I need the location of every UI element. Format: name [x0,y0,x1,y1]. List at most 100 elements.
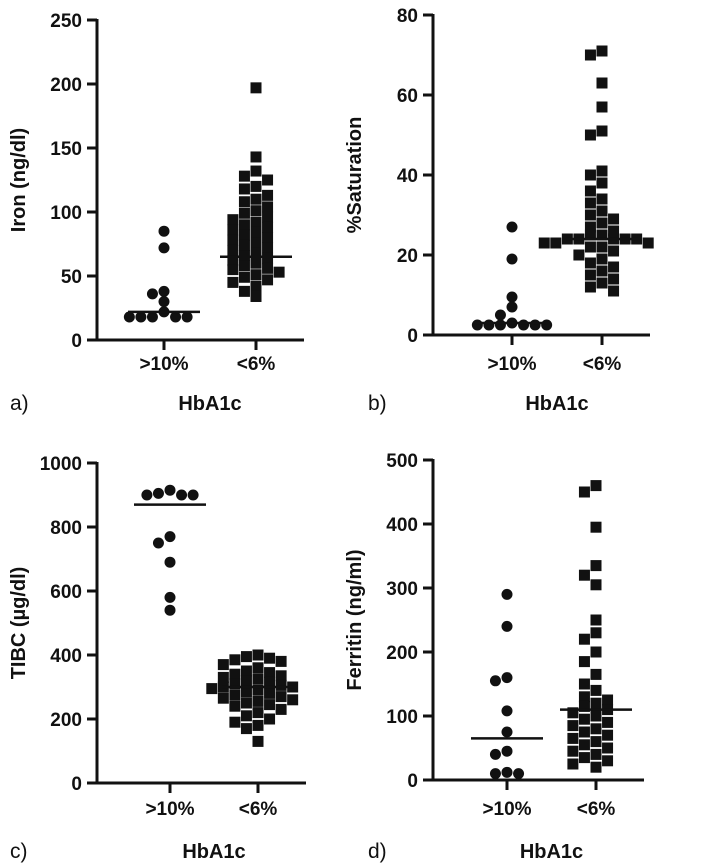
x-tick-label: <6% [237,354,276,375]
data-point [238,260,250,272]
y-tick-label: 0 [71,331,82,352]
data-point [217,692,229,704]
data-point [494,319,506,331]
panel-label: d) [368,840,387,863]
data-point [608,245,620,257]
data-point [217,659,229,671]
data-point [240,710,252,722]
panel-4: 0 100 200 300 400 500 >10% <6% Ferritin (ng/ml) H… [344,451,644,863]
data-point [135,311,147,323]
data-point [250,151,262,163]
y-tick-label: 100 [386,707,418,728]
data-point [584,229,596,241]
data-point [262,274,274,286]
y-tick-label: 0 [71,774,82,795]
data-point [152,537,164,549]
data-point [264,713,276,725]
data-point [252,662,264,674]
data-point [596,205,608,217]
data-point [250,269,262,281]
data-point [181,311,193,323]
data-point [229,716,241,728]
data-point [250,226,262,238]
data-point [250,82,262,94]
data-point [275,670,287,682]
data-point [227,214,239,226]
data-point [584,129,596,141]
data-point [567,720,579,732]
data-point [590,761,602,773]
x-tick-label: <6% [577,799,616,820]
data-point [164,591,176,603]
data-point [238,170,250,182]
data-point [227,224,239,236]
data-point [238,271,250,283]
data-point [240,665,252,677]
data-point [483,319,495,331]
data-point [596,165,608,177]
data-point [578,726,590,738]
data-point [590,579,602,591]
y-tick-label: 0 [407,326,418,347]
data-point [240,697,252,709]
data-point [550,237,562,249]
data-point [250,247,262,259]
y-tick-label: 400 [386,515,418,536]
data-point [164,604,176,616]
y-tick-label: 200 [50,75,82,96]
data-point [506,253,518,265]
data-point [608,285,620,297]
data-point [578,691,590,703]
data-point [238,250,250,262]
data-point [567,732,579,744]
y-tick-label: 600 [50,582,82,603]
data-point [250,180,262,192]
data-point [250,216,262,228]
data-point [240,686,252,698]
data-point [596,265,608,277]
data-point [584,209,596,221]
data-point [227,276,239,288]
data-point [238,219,250,231]
data-point [158,296,170,308]
data-point [501,745,513,757]
y-tick-label: 100 [50,203,82,224]
y-tick-label: 400 [50,646,82,667]
data-point [471,319,483,331]
data-point [164,531,176,543]
data-point [229,700,241,712]
data-point [229,678,241,690]
y-tick-label: 300 [386,579,418,600]
data-point [506,221,518,233]
y-tick-label: 500 [386,451,418,472]
data-point [275,691,287,703]
data-point [602,742,614,754]
x-tick-label: >10% [487,354,536,375]
data-point [584,269,596,281]
data-point [578,486,590,498]
data-point [240,675,252,687]
data-point [489,768,501,780]
data-point [262,189,274,201]
data-point [608,273,620,285]
data-point [608,261,620,273]
data-point [264,676,276,688]
data-point [240,651,252,663]
data-point [602,729,614,741]
data-point [573,249,585,261]
data-point [238,207,250,219]
y-tick-label: 0 [407,771,418,792]
y-tick-label: 200 [386,643,418,664]
data-point [250,290,262,302]
data-point [584,197,596,209]
panel-label: b) [368,392,387,415]
data-point [262,211,274,223]
data-point [578,633,590,645]
data-point [217,671,229,683]
x-tick-label: >10% [482,799,531,820]
y-tick-label: 200 [50,710,82,731]
data-point [187,489,199,501]
data-point [227,255,239,267]
data-point [501,620,513,632]
